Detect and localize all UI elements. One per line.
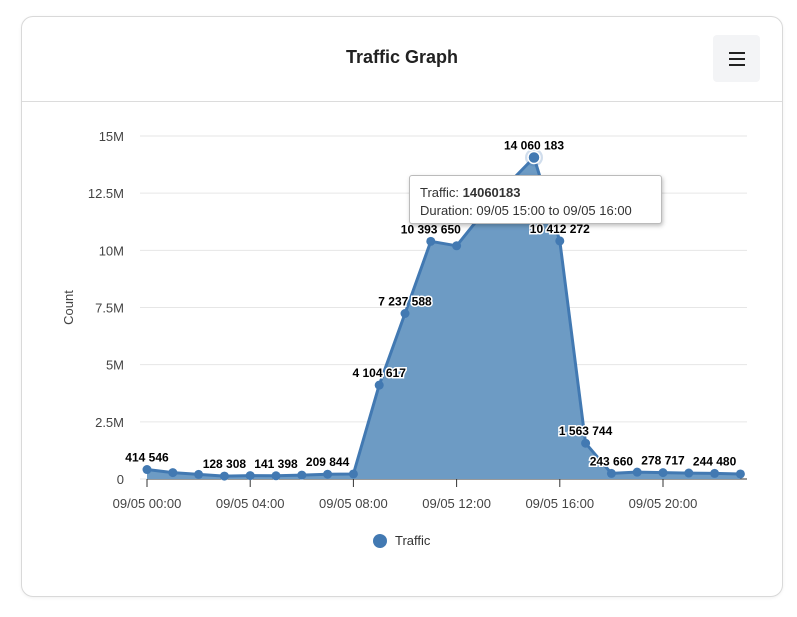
chart-title: Traffic Graph	[345, 47, 459, 67]
x-tick-label: 09/05 04:00	[216, 496, 285, 511]
card-header: Traffic Graph	[22, 17, 782, 102]
y-tick-label: 10M	[99, 243, 124, 258]
tooltip-series-label: Traffic:	[420, 185, 460, 200]
data-point	[245, 471, 255, 481]
data-label: 1 563 744	[559, 424, 613, 438]
data-point	[735, 469, 745, 479]
data-point	[168, 468, 178, 478]
x-tick-label: 09/05 20:00	[629, 496, 698, 511]
y-tick-label: 2.5M	[95, 415, 124, 430]
data-label: 128 308	[203, 457, 247, 471]
y-tick-label: 12.5M	[88, 186, 124, 201]
data-label: 10 412 272	[530, 222, 590, 236]
data-label: 7 237 588	[378, 295, 432, 309]
data-point	[684, 468, 694, 478]
data-point	[426, 236, 436, 246]
data-point-highlighted	[527, 150, 541, 165]
legend-label-traffic: Traffic	[395, 533, 431, 548]
y-tick-label: 15M	[99, 129, 124, 144]
data-point	[219, 471, 229, 481]
chart-legend[interactable]: Traffic	[373, 533, 430, 548]
tooltip-value: 14060183	[462, 185, 521, 200]
data-label: 244 480	[693, 454, 737, 468]
data-label: 414 546	[125, 451, 169, 465]
data-point	[632, 467, 642, 477]
x-tick-label: 09/05 00:00	[113, 496, 182, 511]
x-tick-label: 09/05 08:00	[319, 496, 388, 511]
data-label: 141 398	[254, 457, 298, 471]
legend-marker	[373, 533, 387, 548]
data-label: 243 660	[590, 454, 634, 468]
y-tick-label: 7.5M	[95, 301, 124, 316]
chart-menu-button[interactable]	[713, 35, 760, 82]
data-point	[323, 469, 333, 479]
data-label: 10 393 650	[401, 222, 461, 236]
data-point	[400, 309, 410, 319]
data-label: 278 717	[641, 454, 685, 468]
x-tick-label: 09/05 16:00	[525, 496, 594, 511]
traffic-area-fill	[147, 157, 741, 479]
y-axis-title: Count	[61, 290, 76, 325]
hamburger-menu-icon	[728, 50, 745, 68]
data-point	[710, 468, 720, 478]
data-label: 209 844	[306, 455, 350, 469]
tooltip-duration-label: Duration:	[420, 203, 473, 218]
data-point	[142, 465, 152, 475]
data-point	[271, 471, 281, 481]
y-tick-label: 0	[117, 472, 124, 487]
data-point	[348, 469, 358, 479]
data-point	[581, 438, 591, 448]
y-tick-label: 5M	[106, 358, 124, 373]
data-point	[297, 470, 307, 480]
chart-tooltip: Traffic: 14060183 Duration: 09/05 15:00 …	[409, 175, 662, 224]
data-label: 4 104 617	[353, 366, 407, 380]
data-point	[555, 236, 565, 246]
x-tick-label: 09/05 12:00	[422, 496, 491, 511]
data-point	[452, 241, 462, 251]
data-point	[194, 469, 204, 479]
data-point	[374, 380, 384, 390]
tooltip-duration: 09/05 15:00 to 09/05 16:00	[476, 203, 632, 218]
data-point	[658, 468, 668, 478]
traffic-graph-card: Traffic Graph	[21, 16, 783, 597]
data-label: 14 060 183	[504, 138, 564, 152]
data-point	[606, 468, 616, 478]
